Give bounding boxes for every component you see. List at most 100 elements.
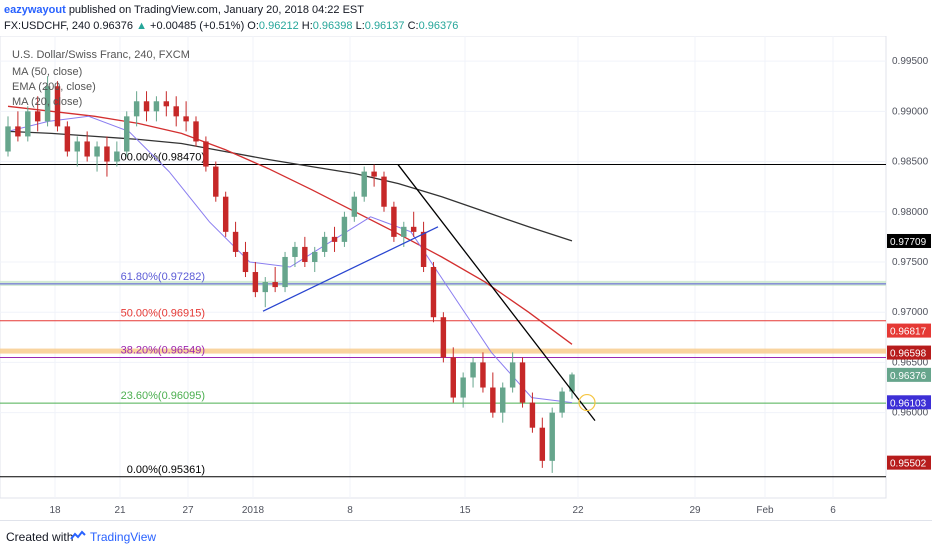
- candle-body: [312, 251, 318, 262]
- fib-level-label: 23.60%(0.96095): [121, 390, 205, 402]
- candle-body: [133, 101, 140, 117]
- candle-body: [509, 362, 516, 388]
- price-tag-label: 0.95502: [890, 459, 927, 470]
- candle-body: [430, 267, 437, 318]
- trendlines[interactable]: [262, 164, 596, 422]
- legend-ma50: MA (50, close): [12, 66, 82, 78]
- price-chart[interactable]: 100.00%(0.98470) 61.80%(0.97282) 50.00%(0.…: [0, 36, 932, 520]
- candle-body: [25, 111, 31, 137]
- time-tick-label: 8: [347, 505, 353, 516]
- up-arrow-icon: ▲: [136, 20, 147, 32]
- price-tag-label: 0.96376: [890, 371, 927, 382]
- fib-level-label: 100.00%(0.98470): [114, 152, 205, 164]
- candle-body: [193, 121, 199, 142]
- candle-body: [470, 362, 476, 378]
- candle-body: [361, 171, 367, 197]
- fib-level-label: 61.80%(0.97282): [121, 271, 205, 283]
- candle-body: [222, 196, 229, 232]
- candle-body: [529, 402, 536, 428]
- price-tick-label: 0.99000: [892, 106, 929, 117]
- candle-body: [401, 226, 407, 237]
- time-tick-label: 22: [572, 505, 584, 516]
- created-with-label: Created with: [6, 530, 74, 544]
- fib-level-label: 38.20%(0.96549): [121, 344, 205, 356]
- high-label: H:: [301, 20, 313, 32]
- plot-area[interactable]: [0, 36, 887, 499]
- candle-body: [321, 236, 328, 252]
- candle-body: [272, 282, 278, 288]
- time-tick-label: Feb: [756, 505, 774, 516]
- time-tick-label: 15: [459, 505, 471, 516]
- price-tag-label: 0.96598: [890, 349, 927, 360]
- price-tag: [887, 455, 931, 470]
- candle-body: [282, 256, 288, 288]
- price-tick-label: 0.97500: [892, 257, 929, 268]
- highlight-circle: [578, 393, 596, 412]
- candle-body: [381, 176, 387, 207]
- candle-body: [94, 146, 100, 157]
- candle-body: [143, 101, 150, 112]
- candle-body: [371, 171, 377, 177]
- candle-body: [341, 216, 348, 242]
- candle-body: [440, 317, 447, 358]
- ascending-trendline: [262, 226, 439, 312]
- publish-info: published on TradingView.com, January 20…: [68, 4, 364, 16]
- price-tick-label: 0.99500: [892, 56, 929, 67]
- candle-body: [460, 377, 466, 398]
- close-value: 0.96376: [418, 20, 459, 32]
- candle-body: [114, 151, 120, 162]
- candle-body: [480, 362, 486, 388]
- candle-body: [203, 141, 209, 167]
- ema200-line: [7, 130, 573, 242]
- price-tag: [887, 323, 931, 338]
- tradingview-brand[interactable]: TradingView: [90, 530, 157, 544]
- price-tick-label: 0.96000: [892, 408, 929, 419]
- last-price: 0.96376: [93, 20, 134, 32]
- descending-trendline: [397, 164, 596, 422]
- price-tick-label: 0.98000: [892, 207, 929, 218]
- fib-level-label: 50.00%(0.96915): [121, 308, 205, 320]
- candle-body: [450, 357, 456, 398]
- candle-body: [302, 246, 308, 262]
- candle-body: [500, 387, 506, 413]
- open-label: O:: [247, 20, 259, 32]
- author-link[interactable]: eazywayout: [4, 4, 66, 16]
- candle-body: [232, 231, 239, 252]
- publish-line: eazywayout published on TradingView.com,…: [4, 4, 364, 16]
- price-tag: [887, 233, 931, 248]
- low-value: 0.96137: [364, 20, 405, 32]
- tradingview-logo-icon: [70, 530, 86, 540]
- price-tick-label: 0.98500: [892, 157, 929, 168]
- legend-ma20: MA (20, close): [12, 96, 82, 108]
- price-tag-label: 0.97709: [890, 237, 927, 248]
- candle-body: [104, 146, 110, 162]
- chart-legend: U.S. Dollar/Swiss Franc, 240, FXCM MA (5…: [12, 49, 190, 108]
- price-axis[interactable]: 0.99500 0.99000 0.98500 0.98000 0.97500 0.970…: [892, 56, 929, 419]
- ma20-line: [7, 115, 573, 404]
- candle-body: [559, 391, 565, 413]
- candle-body: [569, 374, 575, 392]
- price-tag-label: 0.96103: [890, 398, 927, 409]
- candle-body: [242, 251, 249, 273]
- time-tick-label: 2018: [242, 505, 265, 516]
- high-value: 0.96398: [312, 20, 353, 32]
- candle-body: [391, 206, 397, 237]
- symbol-label: FX:USDCHF, 240: [4, 20, 91, 32]
- candle-body: [262, 282, 268, 293]
- candle-body: [549, 412, 555, 461]
- change-value: +0.00485 (+0.51%): [150, 20, 245, 32]
- candle-body: [173, 106, 179, 117]
- chart-title: U.S. Dollar/Swiss Franc, 240, FXCM: [12, 49, 190, 61]
- candle-body: [420, 231, 427, 267]
- candle-body: [5, 126, 11, 152]
- candle-body: [331, 236, 338, 242]
- time-tick-label: 18: [49, 505, 61, 516]
- open-value: 0.96212: [258, 20, 299, 32]
- candle-body: [213, 166, 219, 197]
- time-axis[interactable]: 18 21 27 2018 8 15 22 29 Feb 6: [49, 505, 836, 516]
- price-tick-label: 0.97000: [892, 307, 929, 318]
- candle-body: [490, 387, 496, 413]
- price-tag: [887, 367, 931, 382]
- fib-level-label: 0.00%(0.95361): [127, 464, 205, 476]
- chart-header: eazywayout published on TradingView.com,…: [0, 0, 932, 34]
